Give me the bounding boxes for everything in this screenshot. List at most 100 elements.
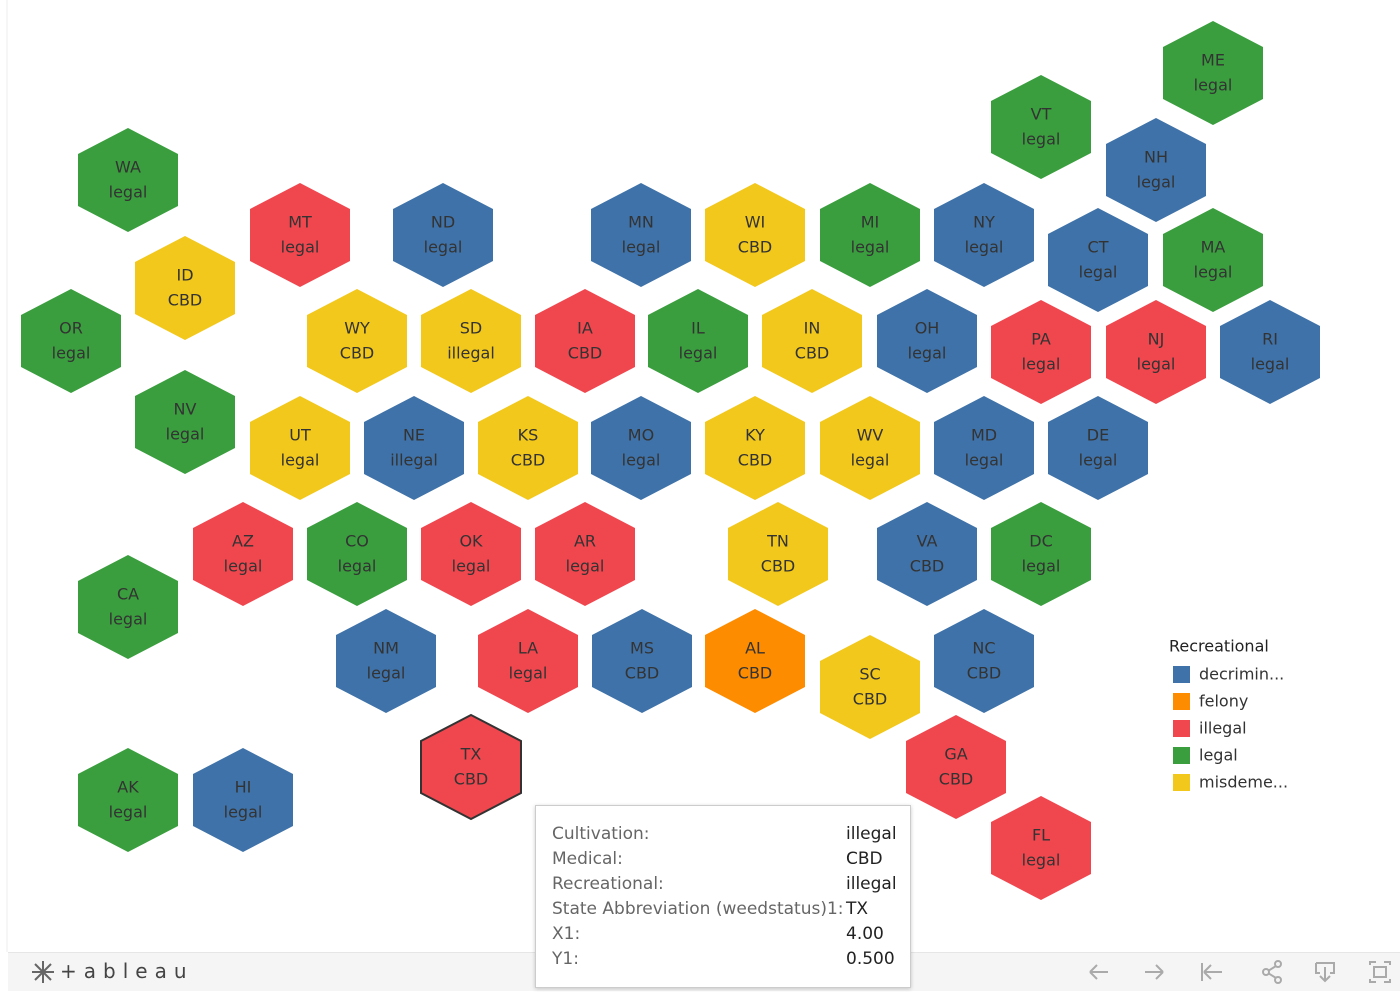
tooltip-value: CBD <box>846 849 883 869</box>
revert[interactable] <box>1201 963 1222 981</box>
state-abbr: MI <box>861 213 880 232</box>
state-hex <box>820 396 920 500</box>
tooltip-label: State Abbreviation (weedstatus)1: <box>552 899 844 919</box>
state-status: legal <box>1022 130 1061 149</box>
download[interactable] <box>1315 962 1335 983</box>
undo[interactable] <box>1089 964 1108 980</box>
state-status: legal <box>367 664 406 683</box>
state-hex <box>420 713 522 821</box>
state-abbr: UT <box>289 426 311 445</box>
state-status: legal <box>622 451 661 470</box>
logo-icon <box>32 961 54 983</box>
toolbar-icons <box>1089 960 1391 984</box>
state-hex <box>364 396 464 500</box>
state-status: legal <box>566 557 605 576</box>
state-hex <box>135 370 235 474</box>
state-hex <box>78 748 178 852</box>
state-abbr: WV <box>857 426 884 445</box>
state-hex <box>393 183 493 287</box>
state-abbr: NJ <box>1148 330 1165 349</box>
tooltip-label: Medical: <box>552 849 623 869</box>
state-abbr: CO <box>345 532 369 551</box>
tooltip: Cultivation: illegal Medical: CBD Recreation… <box>535 805 911 988</box>
state-abbr: CA <box>117 585 139 604</box>
state-abbr: AK <box>117 778 139 797</box>
state-abbr: GA <box>944 745 967 764</box>
state-abbr: VA <box>917 532 938 551</box>
state-abbr: MS <box>630 639 654 658</box>
state-status: legal <box>1194 263 1233 282</box>
state-abbr: MT <box>288 213 312 232</box>
tooltip-value: 4.00 <box>846 924 884 944</box>
state-hex <box>591 396 691 500</box>
state-hex <box>336 609 436 713</box>
state-hex <box>78 128 178 232</box>
state-abbr: HI <box>235 778 252 797</box>
state-status: legal <box>1137 355 1176 374</box>
state-hex <box>535 502 635 606</box>
legend-swatch <box>1173 774 1190 791</box>
state-hex <box>991 502 1091 606</box>
tooltip-row: X1: 4.00 <box>552 924 894 949</box>
state-status: legal <box>281 238 320 257</box>
share[interactable] <box>1262 960 1282 984</box>
state-status: CBD <box>853 690 887 709</box>
state-hex <box>934 609 1034 713</box>
state-hex <box>877 502 977 606</box>
state-status: legal <box>109 183 148 202</box>
state-hex <box>1220 300 1320 404</box>
state-abbr: VT <box>1031 105 1052 124</box>
state-status: legal <box>1022 557 1061 576</box>
state-status: legal <box>1079 451 1118 470</box>
legend-label: legal <box>1199 746 1238 765</box>
state-status: legal <box>851 238 890 257</box>
legend-label: misdeme... <box>1199 773 1288 792</box>
tooltip-row: State Abbreviation (weedstatus)1: TX <box>552 899 894 924</box>
state-abbr: OR <box>59 319 83 338</box>
tooltip-label: X1: <box>552 924 581 944</box>
tooltip-row: Cultivation: illegal <box>552 824 897 849</box>
state-status: CBD <box>738 451 772 470</box>
legend-swatch <box>1173 747 1190 764</box>
tooltip-value: TX <box>846 899 869 919</box>
state-status: legal <box>1079 263 1118 282</box>
state-hex <box>934 396 1034 500</box>
state-status: legal <box>1251 355 1290 374</box>
state-abbr: IN <box>804 319 821 338</box>
state-abbr: DE <box>1087 426 1109 445</box>
state-status: CBD <box>454 770 488 789</box>
redo[interactable] <box>1145 964 1164 980</box>
state-status: legal <box>224 803 263 822</box>
state-hex <box>307 289 407 393</box>
state-abbr: MD <box>971 426 997 445</box>
state-hex <box>478 396 578 500</box>
state-status: CBD <box>939 770 973 789</box>
legend-swatch <box>1173 666 1190 683</box>
tooltip-row: Recreational: illegal <box>552 874 897 899</box>
tooltip-label: Recreational: <box>552 874 664 894</box>
state-hex <box>478 609 578 713</box>
state-abbr: SC <box>859 665 880 684</box>
fullscreen[interactable] <box>1369 961 1391 983</box>
tooltip-row: Y1: 0.500 <box>552 949 895 974</box>
state-abbr: FL <box>1032 826 1050 845</box>
state-abbr: ME <box>1201 51 1225 70</box>
state-hex <box>820 183 920 287</box>
state-hex <box>535 289 635 393</box>
state-hex <box>421 502 521 606</box>
state-hex <box>592 609 692 713</box>
state-hex <box>193 502 293 606</box>
state-hex <box>1106 118 1206 222</box>
legend-swatch <box>1173 693 1190 710</box>
state-status: illegal <box>390 451 438 470</box>
state-status: legal <box>908 344 947 363</box>
tooltip-label: Y1: <box>552 949 579 969</box>
state-abbr: KS <box>518 426 539 445</box>
state-hex <box>820 635 920 739</box>
state-hex <box>906 715 1006 819</box>
state-status: legal <box>166 425 205 444</box>
state-abbr: CT <box>1088 238 1109 257</box>
tooltip-value: 0.500 <box>846 949 895 969</box>
state-abbr: WY <box>344 319 370 338</box>
